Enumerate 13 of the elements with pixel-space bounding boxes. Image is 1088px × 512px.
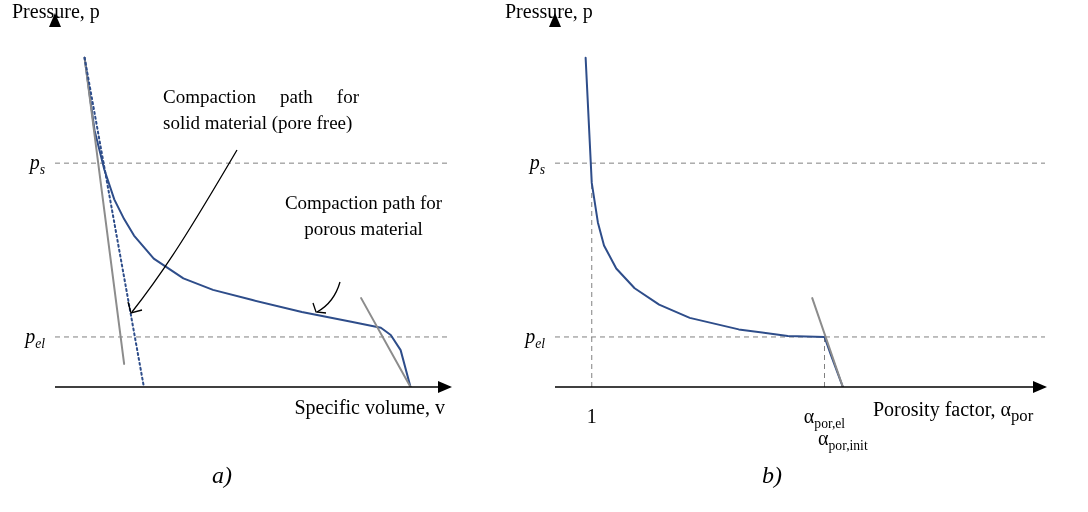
x-axis-title: Specific volume, v bbox=[293, 396, 445, 419]
text: a) bbox=[211, 462, 233, 489]
x-tick-label: 1 bbox=[586, 405, 597, 427]
ref-line-label: p$_{el}$ bbox=[23, 324, 46, 351]
y-axis-title: Pressure, p bbox=[12, 0, 100, 23]
annotation: Compaction path for solid material (pore free) bbox=[163, 85, 359, 135]
annotation: Compaction path for porous material bbox=[283, 191, 444, 241]
x-axis-title: Porosity factor, α$_{por}$ bbox=[873, 398, 1035, 426]
ref-line-label: p$_{s}$ bbox=[27, 151, 45, 177]
ref-line-label: p$_{s}$ bbox=[527, 151, 545, 177]
text: b) bbox=[761, 462, 783, 489]
ref-line-label: p$_{el}$ bbox=[523, 324, 546, 351]
y-axis-title: Pressure, p bbox=[505, 0, 593, 23]
